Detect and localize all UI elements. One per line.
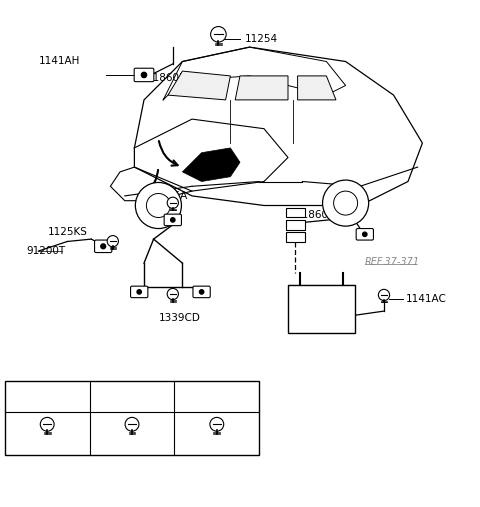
Text: 1129EC: 1129EC — [27, 391, 67, 402]
Circle shape — [40, 417, 54, 431]
Circle shape — [378, 289, 390, 301]
Circle shape — [362, 232, 367, 236]
Circle shape — [125, 417, 139, 431]
Text: 91200T: 91200T — [26, 246, 66, 256]
Circle shape — [334, 191, 358, 215]
Polygon shape — [235, 76, 288, 100]
Circle shape — [107, 236, 119, 247]
Text: 1141AH: 1141AH — [38, 56, 80, 66]
Circle shape — [210, 417, 224, 431]
Circle shape — [146, 194, 170, 218]
FancyBboxPatch shape — [134, 68, 154, 82]
Text: 91860E: 91860E — [146, 74, 186, 83]
Text: 1141AC: 1141AC — [406, 294, 446, 304]
Circle shape — [101, 244, 106, 249]
Polygon shape — [298, 76, 336, 100]
Polygon shape — [168, 71, 230, 100]
FancyBboxPatch shape — [164, 214, 181, 226]
Polygon shape — [182, 148, 240, 182]
Circle shape — [142, 73, 147, 78]
Circle shape — [167, 288, 179, 300]
FancyBboxPatch shape — [288, 285, 355, 333]
Text: 1125DA: 1125DA — [111, 391, 153, 402]
Text: REF.37-371: REF.37-371 — [365, 257, 420, 267]
Text: 1140JF: 1140JF — [199, 391, 234, 402]
Circle shape — [135, 183, 181, 229]
Circle shape — [137, 289, 142, 294]
Text: 13395A: 13395A — [148, 191, 188, 201]
Circle shape — [211, 26, 226, 42]
FancyBboxPatch shape — [286, 208, 305, 218]
FancyBboxPatch shape — [95, 240, 112, 252]
Text: 1339CD: 1339CD — [158, 313, 200, 323]
Text: 91860S: 91860S — [295, 210, 335, 220]
Text: 1125KS: 1125KS — [48, 227, 88, 237]
Circle shape — [171, 218, 175, 222]
FancyBboxPatch shape — [131, 286, 148, 298]
Circle shape — [167, 197, 179, 208]
FancyBboxPatch shape — [193, 286, 210, 298]
FancyBboxPatch shape — [286, 232, 305, 241]
FancyBboxPatch shape — [5, 381, 259, 455]
FancyBboxPatch shape — [286, 220, 305, 230]
Circle shape — [200, 289, 204, 294]
FancyBboxPatch shape — [356, 229, 373, 240]
Circle shape — [323, 180, 369, 226]
Text: 11254: 11254 — [245, 34, 278, 44]
